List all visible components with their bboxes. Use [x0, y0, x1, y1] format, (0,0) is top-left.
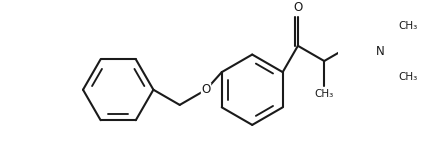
Text: CH₃: CH₃: [399, 21, 418, 30]
Text: O: O: [293, 1, 302, 14]
Text: N: N: [376, 45, 385, 58]
Text: CH₃: CH₃: [399, 72, 418, 82]
Text: O: O: [201, 83, 211, 96]
Text: CH₃: CH₃: [315, 89, 334, 99]
